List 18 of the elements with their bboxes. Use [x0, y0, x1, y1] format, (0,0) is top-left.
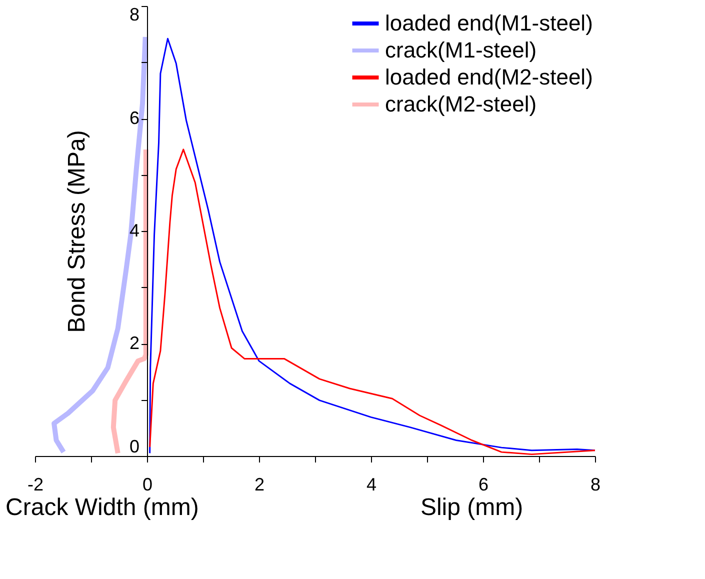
legend-label: loaded end(M2-steel)	[385, 64, 593, 90]
x-tick-label: 4	[366, 474, 377, 494]
y-axis-title: Bond Stress (MPa)	[63, 130, 90, 333]
y-tick-label: 8	[129, 4, 140, 24]
x-tick-label: 0	[142, 474, 153, 494]
x-tick-label: 6	[478, 474, 489, 494]
y-tick-label: 0	[129, 436, 140, 456]
legend-label: crack(M2-steel)	[385, 92, 537, 116]
x-tick-label: 8	[590, 474, 601, 494]
x-tick-label: 2	[254, 474, 265, 494]
text: Crack Width (mm)	[6, 494, 199, 521]
x-tick-label: -2	[27, 474, 44, 494]
legend-label: loaded end(M1-steel)	[385, 10, 593, 36]
text: Slip (mm)	[420, 494, 524, 521]
y-tick-label: 2	[129, 333, 140, 353]
y-tick-label: 4	[129, 220, 140, 240]
legend-label: crack(M1-steel)	[385, 38, 537, 62]
y-tick-label: 6	[129, 108, 140, 128]
